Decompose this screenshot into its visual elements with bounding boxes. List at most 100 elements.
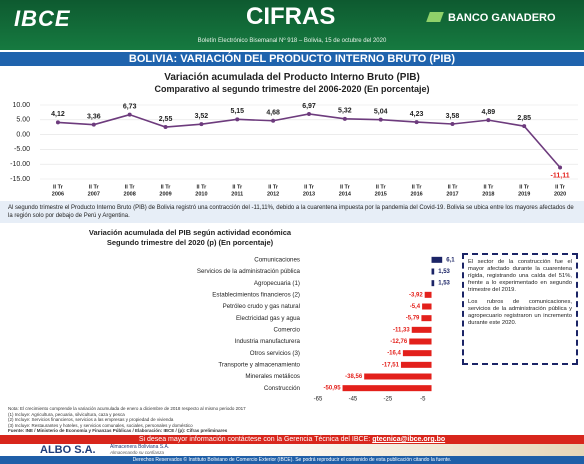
bar [403,350,432,356]
y-tick-label: 10.00 [12,102,30,109]
x-tick-label: II Tr [232,184,243,190]
value-label: -16,4 [387,351,401,357]
x-tick-label: 2017 [446,191,458,197]
value-label: 5,04 [374,109,388,116]
value-label: 6,97 [302,103,316,110]
bar [425,292,432,298]
line [58,114,560,168]
y-tick-label: 5.00 [16,117,30,124]
charts: 10.005.000.00-5.00-10.00-15.00II Tr2006I… [0,0,584,464]
x-tick-label: II Tr [519,184,530,190]
value-label: 5,32 [338,108,352,115]
value-label: -11,11 [551,172,570,179]
marker [522,124,526,128]
bar [401,362,432,368]
value-label: -3,92 [409,292,423,298]
x-tick-label: 2015 [375,191,387,197]
x-tick-label: 2011 [231,191,243,197]
x-tick-label: 2008 [124,191,136,197]
value-label: -17,51 [382,362,400,368]
x-tick-label: II Tr [483,184,494,190]
category-label: Construcción [264,385,301,392]
marker [450,122,454,126]
x-tick-label: 2020 [554,191,566,197]
category-label: Transporte y almacenamiento [218,361,300,368]
x-tick-label: -5 [420,397,426,403]
x-tick-label: 2012 [267,191,279,197]
value-label: 4,68 [266,110,280,117]
x-tick-label: II Tr [376,184,387,190]
marker [415,120,419,124]
x-tick-label: 2019 [518,191,530,197]
marker [92,123,96,127]
bar [422,304,431,310]
marker [379,118,383,122]
x-tick-label: II Tr [161,184,172,190]
x-tick-label: II Tr [125,184,136,190]
x-tick-label: 2006 [52,191,64,197]
value-label: 4,12 [51,111,65,118]
value-label: 1,53 [438,269,450,275]
value-label: -11,33 [393,327,410,333]
category-label: Electricidad gas y agua [236,315,301,322]
x-tick-label: II Tr [53,184,64,190]
x-tick-label: 2016 [410,191,422,197]
value-label: 1,53 [438,281,450,287]
value-label: 2,55 [159,116,173,123]
x-tick-label: 2009 [159,191,171,197]
category-label: Comunicaciones [254,256,300,263]
value-label: 3,36 [87,113,101,120]
marker [235,117,239,121]
y-tick-label: -5.00 [14,146,30,153]
value-label: -50,95 [324,386,342,392]
x-tick-label: II Tr [304,184,315,190]
y-tick-label: -15.00 [10,176,30,183]
marker [56,120,60,124]
x-tick-label: II Tr [412,184,423,190]
bar [364,374,431,380]
category-label: Establecimientos financieros (2) [212,291,300,298]
x-tick-label: -45 [349,397,358,403]
bar [421,315,431,321]
x-tick-label: 2014 [339,191,352,197]
value-label: 3,58 [446,113,460,120]
value-label: 2,85 [517,115,531,122]
category-label: Industria manufacturera [235,338,301,345]
marker [558,165,562,169]
marker [307,112,311,116]
bar [409,339,431,345]
value-label: -38,56 [345,374,363,380]
value-label: 3,52 [195,113,209,120]
bar [432,269,435,275]
y-tick-label: 0.00 [16,131,30,138]
value-label: 6,73 [123,104,137,111]
page: IBCE CIFRAS BANCO GANADERO Boletín Elect… [0,0,584,464]
x-tick-label: 2007 [88,191,100,197]
x-tick-label: II Tr [448,184,459,190]
x-tick-label: 2010 [195,191,207,197]
x-tick-label: -65 [314,397,323,403]
x-tick-label: II Tr [197,184,208,190]
category-label: Comercio [274,326,301,333]
value-label: 4,23 [410,111,424,118]
category-label: Servicios de la administración pública [197,268,301,275]
marker [486,118,490,122]
bar [343,385,432,391]
x-tick-label: II Tr [555,184,566,190]
category-label: Petróleo crudo y gas natural [223,303,300,310]
value-label: 5,15 [230,108,244,115]
bar [432,257,443,263]
x-tick-label: 2013 [303,191,315,197]
marker [164,125,168,129]
x-tick-label: II Tr [89,184,100,190]
category-label: Otros servicios (3) [250,350,300,357]
x-tick-label: -25 [384,397,393,403]
marker [343,117,347,121]
bar [412,327,432,333]
value-label: -12,76 [390,339,408,345]
bar [432,280,435,286]
value-label: -5,79 [406,316,420,322]
x-tick-label: II Tr [268,184,279,190]
x-tick-label: II Tr [340,184,351,190]
value-label: -5,4 [410,304,421,310]
